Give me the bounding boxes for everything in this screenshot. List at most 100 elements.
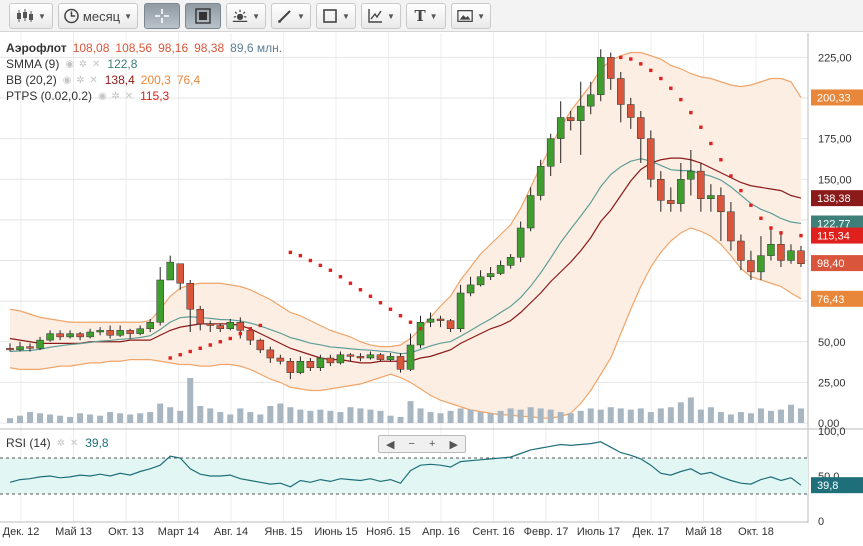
time-tick-label: Февр. 17	[524, 526, 569, 538]
price-tag-label: 138,38	[817, 193, 851, 205]
candle-body	[697, 170, 705, 199]
chart-area[interactable]: 0,0025,0050,0075,00100,00125,00150,00175…	[0, 33, 863, 543]
zoom-in-icon[interactable]: +	[429, 438, 436, 450]
chevron-down-icon: ▼	[342, 11, 350, 21]
volume-bar	[227, 414, 234, 423]
frame-icon	[195, 8, 211, 24]
time-tick-label: Апр. 16	[422, 526, 460, 538]
volume-bar	[167, 407, 174, 423]
volume-bar	[327, 410, 334, 423]
candle-body	[476, 276, 485, 286]
candle-body	[546, 138, 555, 167]
bollinger-bands	[9, 51, 802, 419]
price-tag	[811, 215, 863, 232]
visibility-settings-icon[interactable]: ◉ ✲ ✕	[62, 74, 99, 86]
frame-button[interactable]	[185, 3, 221, 29]
candle-body	[276, 357, 285, 362]
visibility-settings-icon[interactable]: ◉ ✲ ✕	[65, 58, 102, 70]
volume-bar	[77, 413, 84, 423]
crosshair-button[interactable]	[144, 3, 180, 29]
chevron-down-icon: ▼	[124, 11, 132, 21]
ptps-label: PTPS (0.02,0.2)	[6, 89, 93, 103]
volume-bar	[637, 408, 644, 423]
candles	[6, 49, 805, 380]
volume-bar	[7, 418, 14, 423]
zoom-out-icon[interactable]: −	[408, 438, 415, 450]
psar-dot	[739, 188, 743, 193]
smma-line	[9, 158, 802, 355]
volume-bar	[357, 408, 364, 423]
ptps-legend: PTPS (0.02,0.2) ◉ ✲ ✕ 115,3	[6, 89, 169, 103]
trend-tools-button[interactable]: ▼	[361, 3, 401, 29]
candle-body	[466, 284, 475, 294]
psar-dot	[228, 336, 232, 341]
image-tool-button[interactable]: ▼	[451, 3, 491, 29]
volume-bar	[187, 378, 194, 423]
chart-type-button[interactable]: ▼	[9, 3, 53, 29]
candle-body	[6, 348, 14, 351]
volume-bar	[787, 404, 794, 423]
candle-body	[446, 320, 455, 329]
rsi-band	[0, 458, 808, 494]
text-icon: T	[414, 7, 426, 25]
price-tick-label: 150,00	[818, 174, 852, 186]
volume-bar	[387, 415, 394, 423]
volume-bar	[47, 414, 54, 423]
psar-dot	[799, 233, 803, 238]
volume-bar	[447, 410, 454, 423]
chart-navigator[interactable]: ◀ − + ▶	[378, 435, 466, 453]
rsi-line	[9, 441, 802, 488]
pen-tool-button[interactable]: ▼	[271, 3, 311, 29]
shape-tool-button[interactable]: ▼	[316, 3, 356, 29]
candle-body	[146, 322, 154, 329]
candle-body	[416, 322, 425, 346]
volume-bar	[197, 405, 204, 423]
volume-bar	[537, 408, 544, 423]
time-tick-label: Дек. 12	[3, 526, 40, 538]
period-select[interactable]: месяц ▼	[58, 3, 138, 29]
psar-dot	[398, 314, 403, 318]
psar-dot	[679, 97, 683, 102]
psar-dot	[208, 343, 212, 347]
rsi-tag	[811, 477, 863, 494]
candle-body	[156, 279, 164, 323]
candle-body	[286, 361, 295, 373]
volume-bar	[267, 405, 274, 423]
candle-body	[116, 330, 124, 336]
price-tick-label: 225,00	[818, 52, 852, 64]
psar-dot	[689, 110, 693, 115]
candle-body	[667, 200, 675, 204]
volume-bar	[237, 408, 244, 423]
candle-body	[556, 117, 565, 139]
rsi-tick-label: 0	[818, 516, 824, 528]
psar-dot	[198, 346, 202, 350]
candle-body	[386, 356, 395, 360]
price-tag-label: 200,33	[817, 92, 851, 104]
candle-body	[86, 331, 94, 338]
price-tick-label: 50,00	[818, 337, 846, 349]
psar-dot	[168, 356, 172, 360]
scroll-right-icon[interactable]: ▶	[449, 438, 458, 451]
chevron-down-icon: ▼	[297, 11, 305, 21]
volume-bar	[347, 407, 354, 423]
visibility-settings-icon[interactable]: ◉ ✲ ✕	[98, 90, 135, 102]
text-tool-button[interactable]: T ▼	[406, 3, 446, 29]
ohlc-legend: Аэрофлот 108,08 108,56 98,16 98,38 89,6 …	[6, 41, 282, 55]
psar-dot	[288, 250, 293, 255]
candle-body	[346, 354, 355, 357]
smma-legend: SMMA (9) ◉ ✲ ✕ 122,8	[6, 57, 137, 71]
candle-body	[536, 166, 545, 196]
scroll-left-icon[interactable]: ◀	[386, 438, 395, 451]
candle-body	[576, 105, 585, 121]
indicators-button[interactable]: ▼	[226, 3, 266, 29]
volume-bar	[517, 409, 524, 423]
time-tick-label: Май 13	[55, 526, 92, 538]
candle-body	[456, 292, 465, 329]
candle-body	[406, 344, 415, 370]
price-chart[interactable]: 0,0025,0050,0075,00100,00125,00150,00175…	[0, 33, 863, 543]
candle-body	[136, 328, 144, 334]
time-tick-label: Нояб. 15	[366, 526, 411, 538]
time-tick-label: Июнь 15	[314, 526, 357, 538]
volume-bar	[157, 403, 164, 423]
rsi-settings-icon[interactable]: ✲ ✕	[56, 437, 80, 449]
